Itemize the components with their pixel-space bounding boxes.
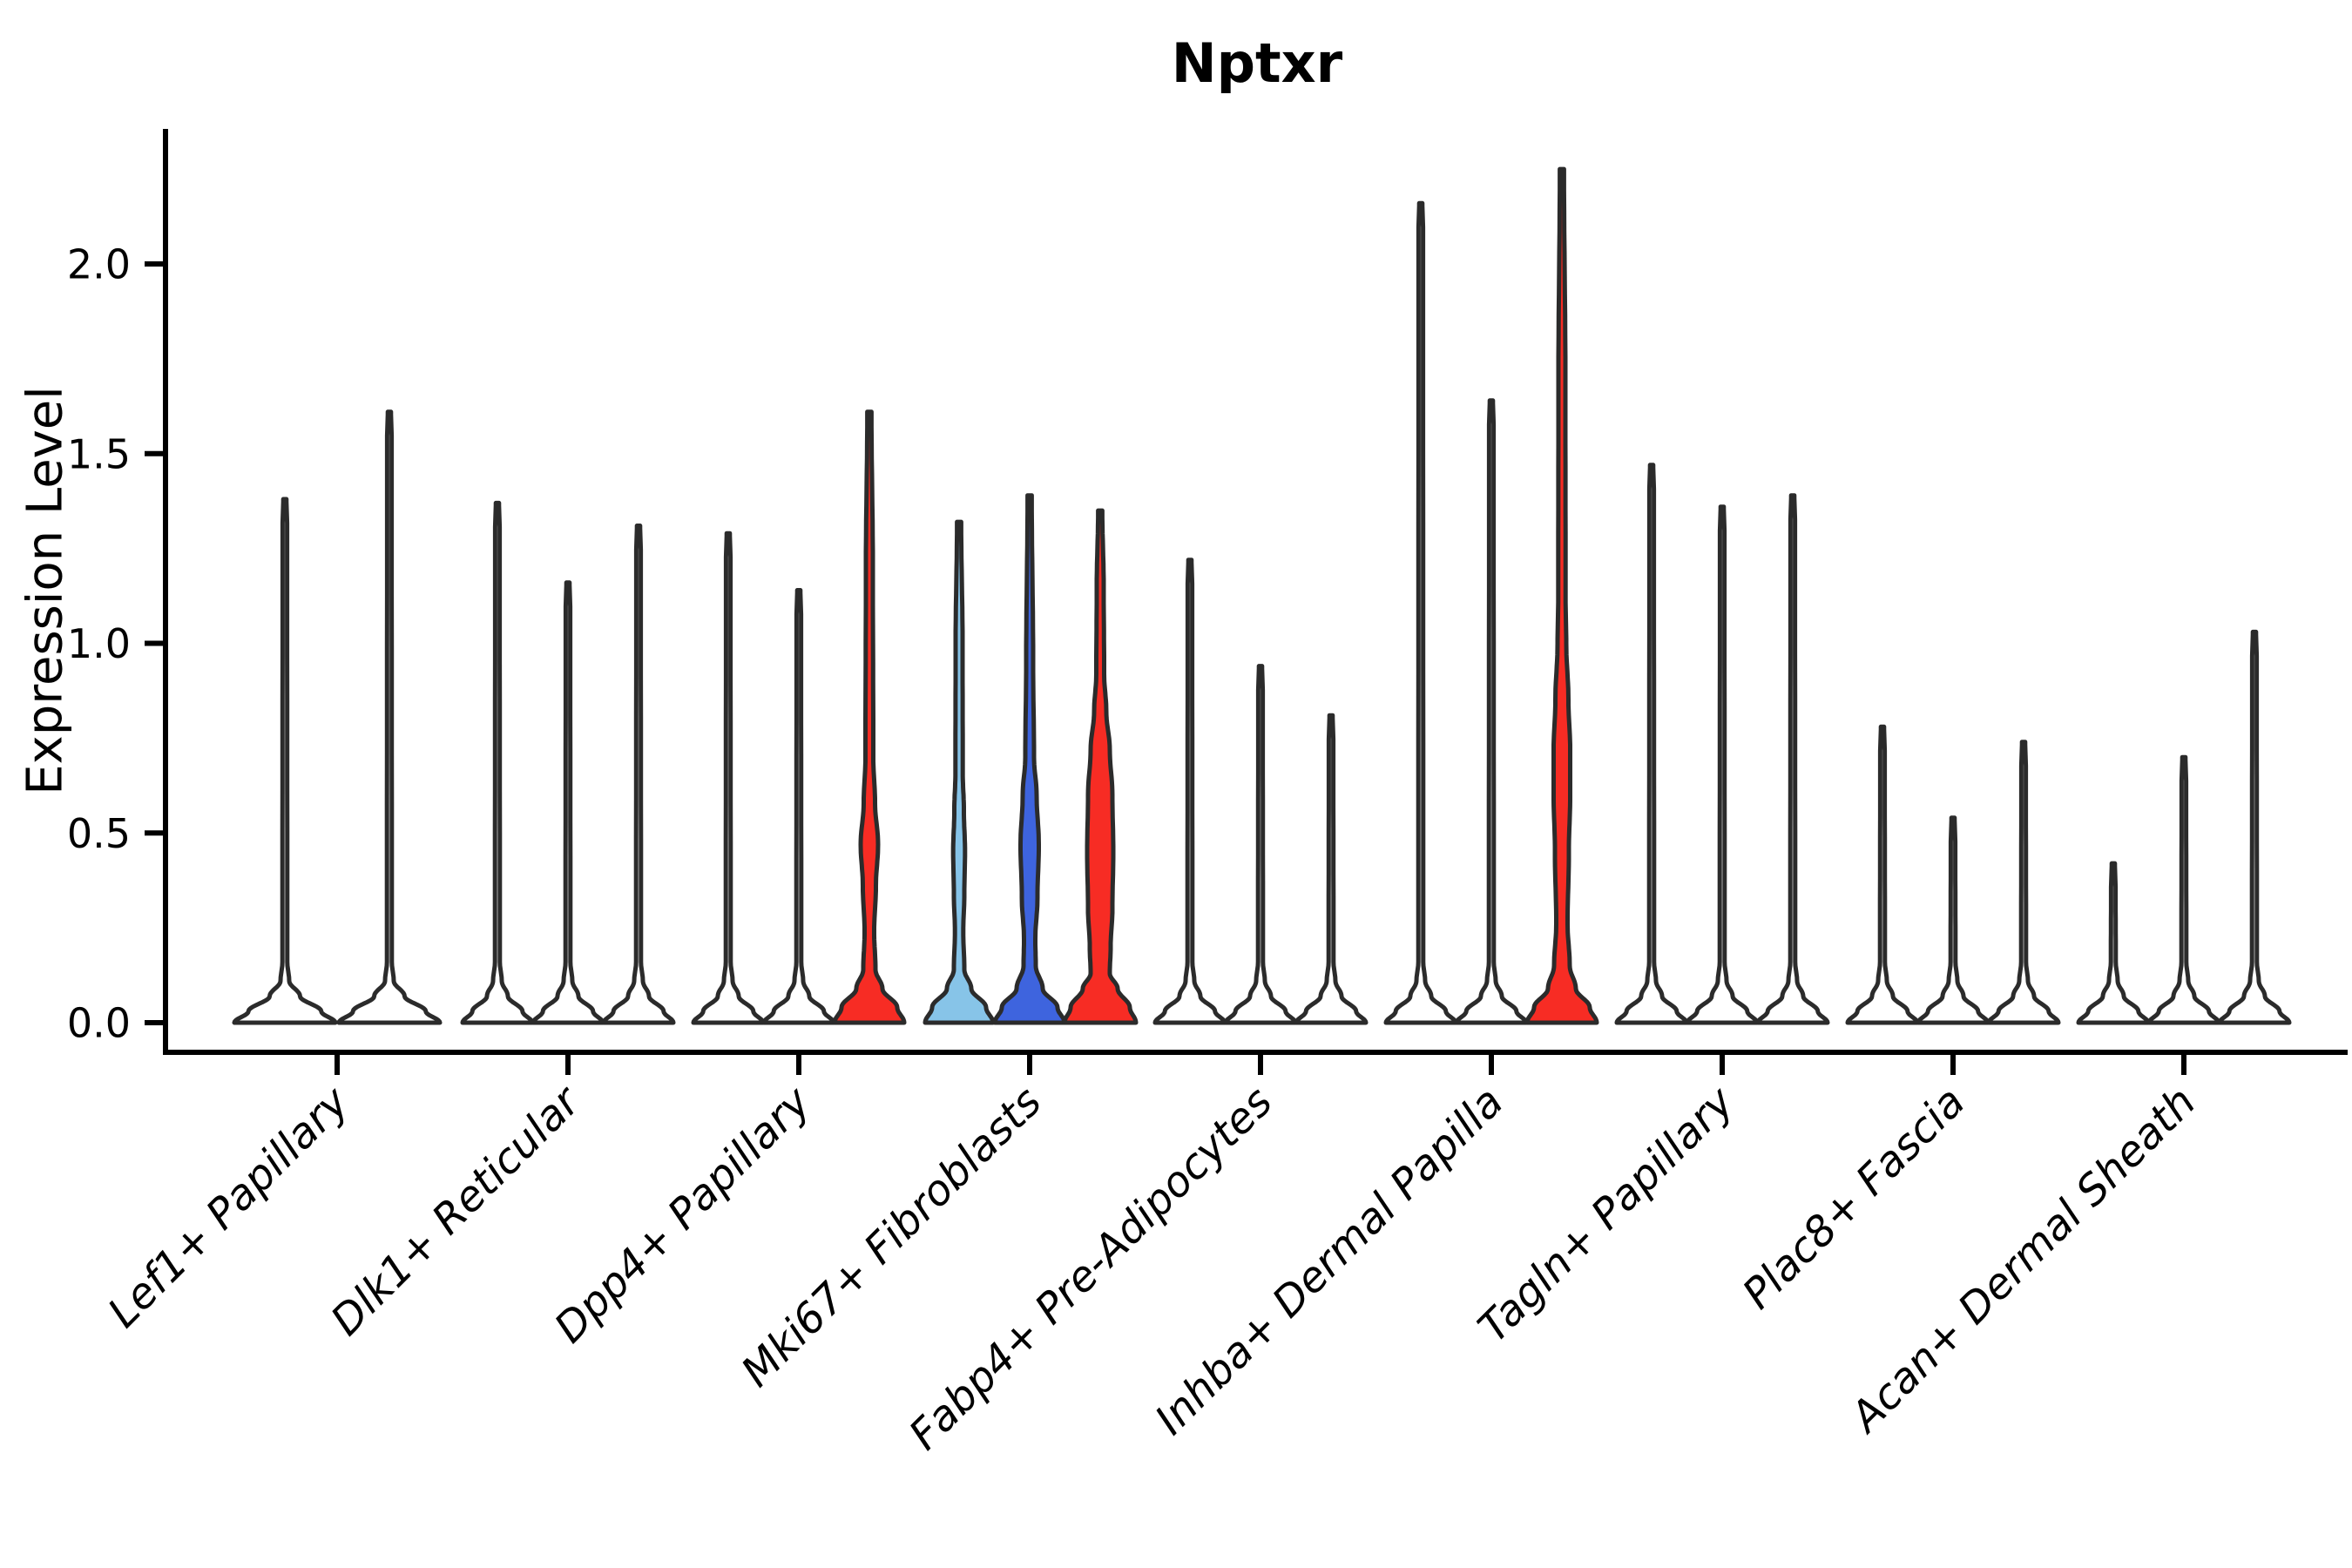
violin-fabp4-pre-adipocytes-3: [1294, 713, 1369, 1025]
violin-mki67-fibroblasts-3: [1062, 508, 1139, 1025]
violin-dlk1-reticular-3: [601, 524, 676, 1025]
x-tick-label: Tagln+ Papillary: [1469, 1077, 1744, 1352]
violin-fabp4-pre-adipocytes-1: [1152, 558, 1227, 1025]
violin-tagln-papillary-3: [1755, 493, 1830, 1025]
x-tick-label: Dpp4+ Papillary: [545, 1077, 821, 1352]
chart-title: Nptxr: [1171, 31, 1343, 95]
violin-tagln-papillary-2: [1685, 504, 1760, 1025]
violin-acan-dermal-sheath-2: [2146, 754, 2221, 1025]
violin-plac8-fascia-1: [1845, 724, 1920, 1025]
violin-mki67-fibroblasts-2: [992, 493, 1067, 1025]
y-tick-label: 0.0: [67, 1000, 131, 1047]
y-tick-label: 1.5: [67, 430, 131, 477]
x-tick-label: Plac8+ Fascia: [1734, 1078, 1975, 1319]
violin-dpp4-papillary-3: [832, 409, 907, 1025]
violin-dpp4-papillary-2: [761, 588, 836, 1025]
violin-inhba-dermal-papilla-2: [1454, 398, 1529, 1025]
violin-dpp4-papillary-1: [691, 531, 766, 1025]
violin-tagln-papillary-1: [1614, 463, 1689, 1025]
violin-lef1-papillary-2: [336, 409, 443, 1025]
violin-acan-dermal-sheath-3: [2217, 629, 2292, 1025]
y-axis-label: Expression Level: [17, 386, 74, 795]
y-tick-label: 2.0: [67, 241, 131, 288]
violin-acan-dermal-sheath-1: [2076, 861, 2151, 1025]
violin-plac8-fascia-3: [1986, 740, 2061, 1025]
violin-inhba-dermal-papilla-3: [1524, 166, 1599, 1025]
violin-mki67-fibroblasts-1: [923, 519, 996, 1025]
x-tick-label: Lef1+ Papillary: [98, 1077, 359, 1337]
y-tick-label: 1.0: [67, 620, 131, 667]
violin-fabp4-pre-adipocytes-2: [1223, 664, 1298, 1025]
violin-dlk1-reticular-2: [531, 580, 605, 1025]
y-tick-label: 0.5: [67, 810, 131, 857]
violin-dlk1-reticular-1: [460, 500, 535, 1025]
violin-inhba-dermal-papilla-1: [1383, 200, 1458, 1025]
x-tick-label: Fabp4+ Pre-Adipocytes: [900, 1078, 1282, 1460]
x-tick-label: Dlk1+ Reticular: [321, 1076, 591, 1346]
violin-lef1-papillary-1: [232, 497, 338, 1025]
violin-plac8-fascia-2: [1916, 815, 1990, 1025]
